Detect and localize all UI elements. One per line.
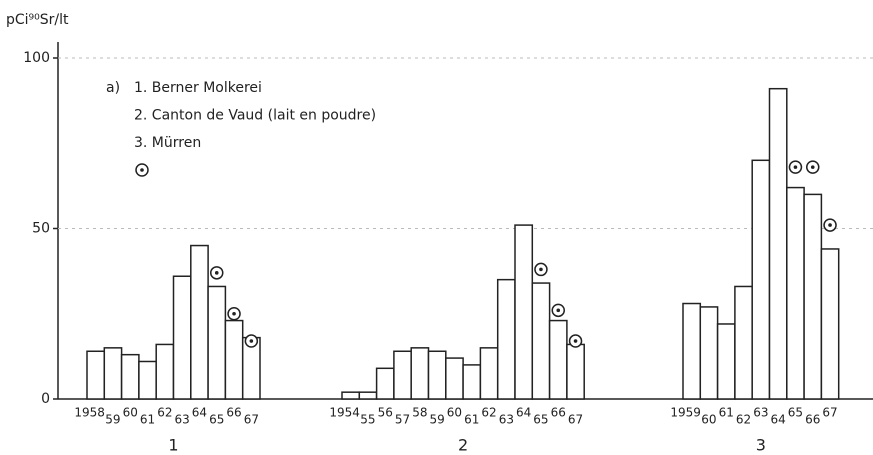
- legend-circle-dot: [140, 168, 144, 172]
- x-tick-label: 1959: [670, 406, 701, 420]
- bar: [358, 391, 378, 400]
- circled-dot: [810, 165, 815, 169]
- bar: [375, 367, 395, 400]
- group-label: 3: [756, 436, 766, 455]
- bar: [682, 302, 702, 400]
- x-tick-label: 1958: [74, 406, 105, 420]
- x-tick-label: 63: [175, 413, 190, 427]
- bar: [768, 87, 788, 400]
- bar: [207, 285, 227, 400]
- x-tick-label: 63: [499, 413, 514, 427]
- x-tick-label: 60: [701, 413, 716, 427]
- bar: [479, 347, 499, 400]
- bar: [548, 319, 568, 400]
- bar: [190, 244, 209, 400]
- x-tick-label: 58: [412, 406, 427, 420]
- legend-circle-symbol: [135, 163, 149, 177]
- bar: [224, 319, 244, 400]
- circled-dot: [249, 339, 254, 343]
- circled-dot: [232, 311, 236, 316]
- x-tick-label: 66: [226, 406, 241, 420]
- bar: [341, 391, 361, 400]
- x-tick-label: 55: [360, 413, 375, 427]
- bar: [566, 343, 585, 400]
- legend-prefix: a): [106, 80, 120, 96]
- bar: [716, 323, 736, 400]
- bar: [410, 347, 430, 400]
- bar: [514, 224, 534, 400]
- bar: [393, 350, 412, 400]
- bar: [496, 278, 516, 400]
- bar: [138, 360, 157, 400]
- x-tick-label: 60: [447, 406, 462, 420]
- y-tick-label: 100: [23, 50, 50, 66]
- bar: [103, 347, 123, 400]
- bar: [172, 275, 192, 400]
- x-tick-label: 59: [105, 413, 120, 427]
- bar: [531, 282, 551, 400]
- x-tick-label: 64: [771, 413, 786, 427]
- x-tick-label: 65: [788, 406, 803, 420]
- x-tick-label: 64: [192, 406, 207, 420]
- x-tick-label: 61: [719, 406, 734, 420]
- x-tick-label: 57: [395, 413, 410, 427]
- circled-dot: [573, 339, 578, 343]
- y-tick-label: 0: [41, 391, 50, 407]
- x-tick-label: 66: [805, 413, 820, 427]
- x-tick-label: 60: [123, 406, 138, 420]
- bar: [86, 350, 106, 400]
- bar: [820, 248, 840, 400]
- x-tick-label: 67: [244, 413, 259, 427]
- x-tick-label: 66: [551, 406, 566, 420]
- x-tick-label: 62: [157, 406, 172, 420]
- bar: [803, 193, 823, 400]
- y-tick-label: 50: [32, 221, 50, 237]
- x-tick-label: 56: [378, 406, 393, 420]
- circled-dot: [539, 267, 543, 272]
- bar: [786, 186, 805, 400]
- x-tick-label: 62: [736, 413, 751, 427]
- group-label: 2: [458, 436, 468, 455]
- legend-entry: 2. Canton de Vaud (lait en poudre): [134, 108, 376, 124]
- circled-dot: [828, 223, 832, 227]
- x-tick-label: 67: [568, 413, 583, 427]
- bar: [120, 353, 140, 400]
- x-tick-label: 61: [140, 413, 155, 427]
- bar: [445, 357, 464, 400]
- circled-dot: [556, 308, 561, 313]
- circled-dot: [214, 271, 219, 275]
- x-tick-label: 62: [481, 406, 496, 420]
- bar: [734, 285, 753, 400]
- x-tick-label: 1954: [329, 406, 360, 420]
- x-tick-label: 65: [209, 413, 224, 427]
- x-tick-label: 64: [516, 406, 531, 420]
- bar: [751, 159, 771, 400]
- circled-dot: [793, 165, 798, 169]
- legend-entry: 1. Berner Molkerei: [134, 80, 262, 96]
- bar: [155, 343, 175, 400]
- x-tick-label: 61: [464, 413, 479, 427]
- x-tick-label: 59: [430, 413, 445, 427]
- legend-entry: 3. Mürren: [134, 135, 201, 151]
- x-tick-label: 65: [533, 413, 548, 427]
- bar: [699, 306, 719, 400]
- bar: [462, 364, 482, 400]
- group-label: 1: [168, 436, 178, 455]
- x-tick-label: 63: [753, 406, 768, 420]
- y-axis-label: pCi⁹⁰Sr/lt: [6, 12, 69, 28]
- x-tick-label: 67: [822, 406, 837, 420]
- bar: [427, 350, 447, 400]
